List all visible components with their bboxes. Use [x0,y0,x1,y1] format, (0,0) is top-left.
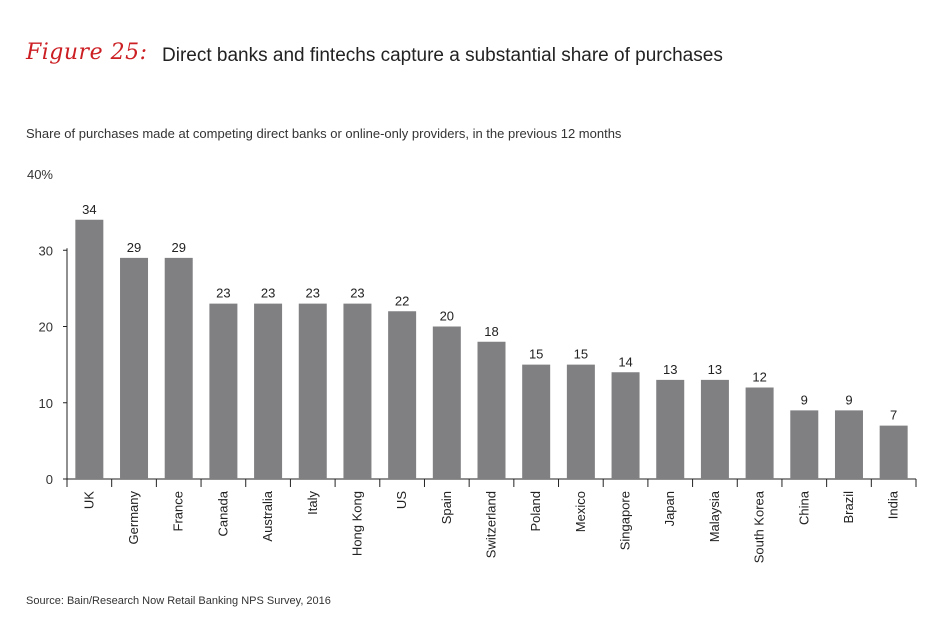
x-category-label: Italy [305,491,320,515]
y-tick-label: 40% [27,167,53,182]
x-category-label: Poland [528,491,543,531]
bar-value-label: 18 [484,324,498,339]
bar-value-label: 13 [708,362,722,377]
y-tick-label: 20 [39,320,53,335]
bar [388,311,417,479]
bar [879,425,908,479]
x-category-label: Singapore [618,491,633,550]
bar [298,303,327,479]
bar-value-label: 34 [82,202,96,217]
bar [477,341,506,479]
bar [834,410,863,479]
bar [656,379,685,479]
bar [522,364,551,479]
x-category-label: France [171,491,186,531]
x-category-label: Brazil [841,491,856,524]
bar-value-label: 23 [261,286,275,301]
x-category-label: India [886,490,901,519]
x-category-label: Japan [662,491,677,526]
figure-label: Figure 25: [26,40,148,65]
bar-value-label: 15 [574,347,588,362]
y-tick-label: 10 [39,396,53,411]
bar-value-label: 9 [801,392,808,407]
x-category-label: UK [81,491,96,509]
bar-value-label: 15 [529,347,543,362]
chart-title: Direct banks and fintechs capture a subs… [162,45,723,66]
bar [209,303,238,479]
bar-value-label: 23 [306,286,320,301]
bar-value-label: 20 [440,309,454,324]
x-category-label: Hong Kong [349,491,364,556]
x-category-label: Australia [260,490,275,541]
bar [75,219,104,479]
x-category-label: Switzerland [484,491,499,558]
x-category-label: Spain [439,491,454,524]
bar [566,364,595,479]
bar [700,379,729,479]
bar-value-label: 14 [618,354,632,369]
bar-value-label: 29 [171,240,185,255]
bar-value-label: 9 [845,392,852,407]
x-category-label: Mexico [573,491,588,532]
bar [164,257,193,479]
x-category-label: US [394,491,409,509]
bar [790,410,819,479]
bar-value-label: 29 [127,240,141,255]
bar [432,326,461,479]
x-category-label: China [796,490,811,525]
bar [120,257,149,479]
bar-value-label: 12 [752,370,766,385]
bar-value-label: 7 [890,408,897,423]
bar-value-label: 23 [216,286,230,301]
x-category-label: South Korea [752,490,767,563]
x-category-label: Malaysia [707,490,722,542]
source-note: Source: Bain/Research Now Retail Banking… [26,595,331,607]
y-tick-label: 30 [39,243,53,258]
bar [343,303,372,479]
chart-subtitle: Share of purchases made at competing dir… [26,126,622,141]
bar-value-label: 22 [395,293,409,308]
bar [254,303,283,479]
y-tick-label: 0 [46,472,53,487]
x-category-label: Canada [215,490,230,536]
bar [611,372,640,479]
bar-value-label: 23 [350,286,364,301]
bar [745,387,774,479]
x-category-label: Germany [126,491,141,545]
bar-value-label: 13 [663,362,677,377]
